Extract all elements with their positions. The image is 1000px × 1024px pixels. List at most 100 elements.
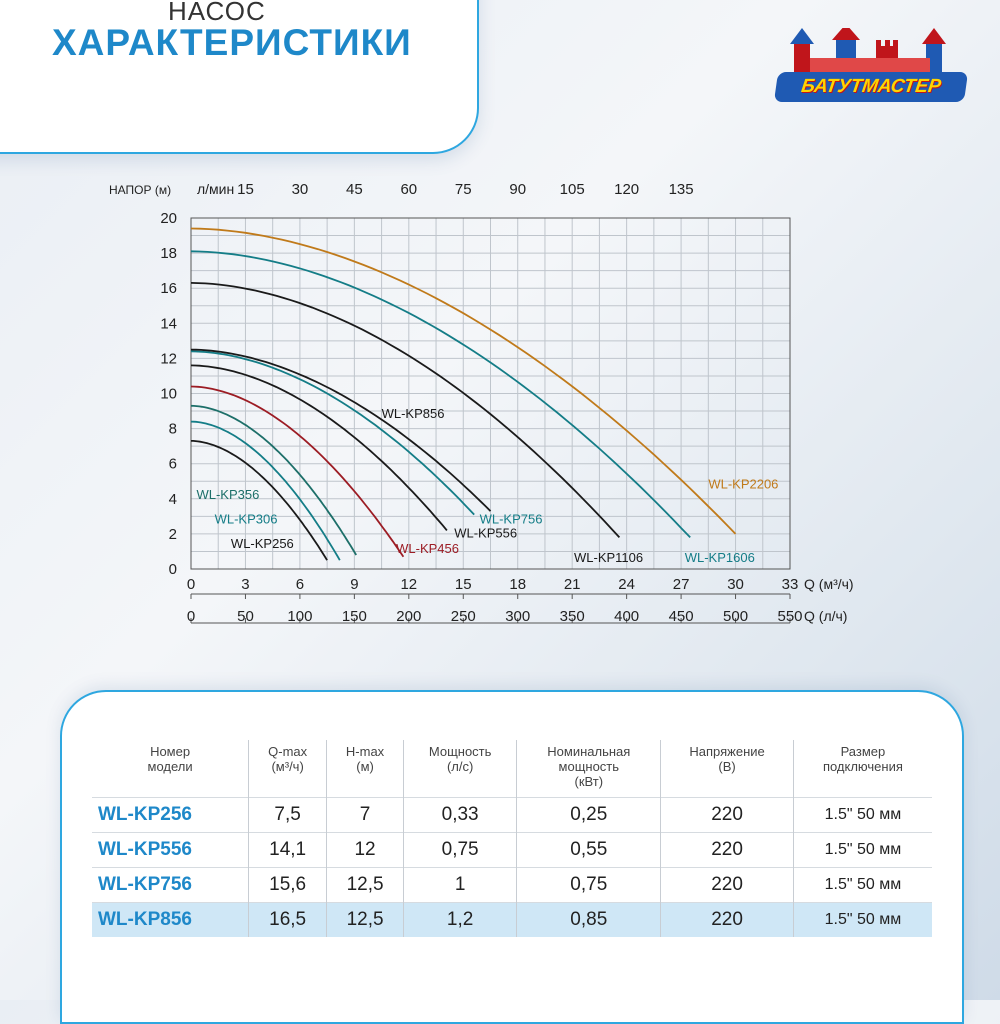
x3-tick-label: 400	[614, 608, 639, 625]
x-tick-label: 6	[296, 576, 304, 593]
table-row: WL-KP756 15,6 12,5 1 0,75 220 1.5" 50 мм	[92, 867, 932, 903]
series-label-wl-kp2206: WL-KP2206	[708, 476, 778, 491]
x-tick-label: 27	[673, 576, 690, 593]
table-header-line: модели	[147, 759, 193, 774]
table-cell: 7,5	[248, 797, 327, 833]
table-cell: 7	[326, 797, 404, 833]
table-cell: 220	[660, 867, 794, 903]
model-cell: WL-KP256	[92, 797, 249, 833]
model-cell: WL-KP756	[92, 867, 249, 903]
table-header: Мощность (л/с)	[402, 740, 517, 798]
table-cell: 12	[326, 832, 404, 868]
x-tick-label: 0	[187, 576, 195, 593]
x3-tick-label: 100	[287, 608, 312, 625]
series-line-wl-kp2206	[190, 227, 737, 535]
table-cell: 1.5" 50 мм	[792, 867, 932, 903]
x3-tick-label: 200	[396, 608, 421, 625]
table-cell: 220	[660, 902, 794, 937]
series-line-wl-kp856	[190, 348, 492, 512]
x2-tick-label: 30	[292, 181, 309, 198]
x3-axis-label: Q (л/ч)	[804, 608, 847, 624]
table-header: H-max (м)	[326, 740, 404, 798]
table-header-line: H-max	[345, 744, 385, 759]
x-tick-label: 15	[455, 576, 472, 593]
series-line-wl-kp356	[190, 404, 357, 556]
plot-frame	[190, 217, 791, 570]
logo-text: БАТУТМАСТЕР	[773, 72, 969, 102]
series-line-wl-kp556	[190, 364, 448, 531]
x2-tick-label: 105	[560, 181, 585, 198]
table-cell: 0,33	[402, 797, 517, 833]
spec-table: Номер модели Q-max (м³/ч) H-max (м) Мощность (л…	[92, 740, 932, 937]
table-cell: 220	[660, 797, 794, 833]
table-cell: 1.5" 50 мм	[792, 902, 932, 937]
table-header-line: (В)	[718, 759, 736, 774]
page-title: ХАРАКТЕРИСТИКИ	[52, 22, 412, 63]
x3-tick-label: 500	[723, 608, 748, 625]
table-header-line: подключения	[822, 759, 903, 774]
table-cell: 15,6	[248, 867, 327, 903]
y-tick-label: 4	[169, 491, 177, 508]
x-tick-label: 3	[241, 576, 249, 593]
series-label-wl-kp1606: WL-KP1606	[685, 550, 755, 565]
x3-tick-label: 150	[342, 608, 367, 625]
series-line-wl-kp256	[191, 440, 328, 561]
table-cell: 220	[660, 832, 794, 868]
table-header-line: (м³/ч)	[271, 759, 304, 774]
series-label-wl-kp856: WL-KP856	[382, 406, 445, 421]
x2-tick-label: 45	[346, 181, 363, 198]
title-card: НАСОС ХАРАКТЕРИСТИКИ	[0, 0, 479, 154]
brand-logo: БАТУТМАСТЕР	[773, 28, 969, 108]
table-header-line: Размер	[840, 744, 886, 759]
table-header-line: (м)	[356, 759, 374, 774]
table-row: WL-KP556 14,1 12 0,75 0,55 220 1.5" 50 мм	[92, 832, 932, 868]
x-tick-label: 9	[350, 576, 358, 593]
series-label-wl-kp306: WL-KP306	[215, 511, 278, 526]
x-tick-label: 33	[782, 576, 799, 593]
table-cell: 0,75	[402, 832, 517, 868]
x3-tick-label: 550	[777, 608, 802, 625]
table-row: WL-KP256 7,5 7 0,33 0,25 220 1.5" 50 мм	[92, 797, 932, 833]
x2-axis-label: л/мин	[197, 181, 234, 197]
table-header: Номинальная мощность (кВт)	[516, 740, 661, 798]
table-cell: 0,75	[516, 867, 661, 903]
x3-tick-label: 350	[560, 608, 585, 625]
table-cell: 0,85	[516, 902, 661, 937]
table-cell: 1.5" 50 мм	[792, 832, 932, 868]
y-tick-label: 0	[169, 561, 177, 578]
series-line-wl-kp1606	[190, 250, 691, 539]
table-cell: 0,55	[516, 832, 661, 868]
series-label-wl-kp556: WL-KP556	[454, 525, 517, 540]
series-line-wl-kp1106	[190, 282, 621, 539]
series-line-wl-kp456	[190, 385, 405, 558]
x-tick-label: 24	[618, 576, 635, 593]
x3-tick-label: 300	[505, 608, 530, 625]
table-cell: 12,5	[326, 867, 404, 903]
x-tick-label: 30	[727, 576, 744, 593]
series-line-wl-kp756	[190, 350, 475, 516]
table-cell: 0,25	[516, 797, 661, 833]
table-header-line: Мощность	[428, 744, 492, 759]
x3-tick-label: 250	[451, 608, 476, 625]
model-cell: WL-KP856	[92, 902, 249, 937]
x2-tick-label: 120	[614, 181, 639, 198]
series-label-wl-kp456: WL-KP456	[396, 541, 459, 556]
x2-tick-label: 15	[237, 181, 254, 198]
table-header-line: Номинальная	[547, 744, 631, 759]
series-label-wl-kp256: WL-KP256	[231, 536, 294, 551]
table-header: Q-max (м³/ч)	[248, 740, 327, 798]
y-tick-label: 16	[160, 280, 177, 297]
x2-tick-label: 60	[400, 181, 417, 198]
table-header: Напряжение (В)	[660, 740, 794, 798]
x-tick-label: 18	[509, 576, 526, 593]
table-cell: 16,5	[248, 902, 327, 937]
table-header: Номер модели	[92, 740, 249, 798]
table-cell: 1,2	[402, 902, 517, 937]
table-header-line: Номер	[150, 744, 191, 759]
table-row: WL-KP856 16,5 12,5 1,2 0,85 220 1.5" 50 мм	[92, 902, 932, 937]
y-tick-label: 2	[169, 526, 177, 543]
spec-table-card: Номер модели Q-max (м³/ч) H-max (м) Мощность (л…	[60, 690, 964, 1024]
table-header-line: мощность	[558, 759, 620, 774]
series-label-wl-kp1106: WL-KP1106	[574, 550, 643, 565]
